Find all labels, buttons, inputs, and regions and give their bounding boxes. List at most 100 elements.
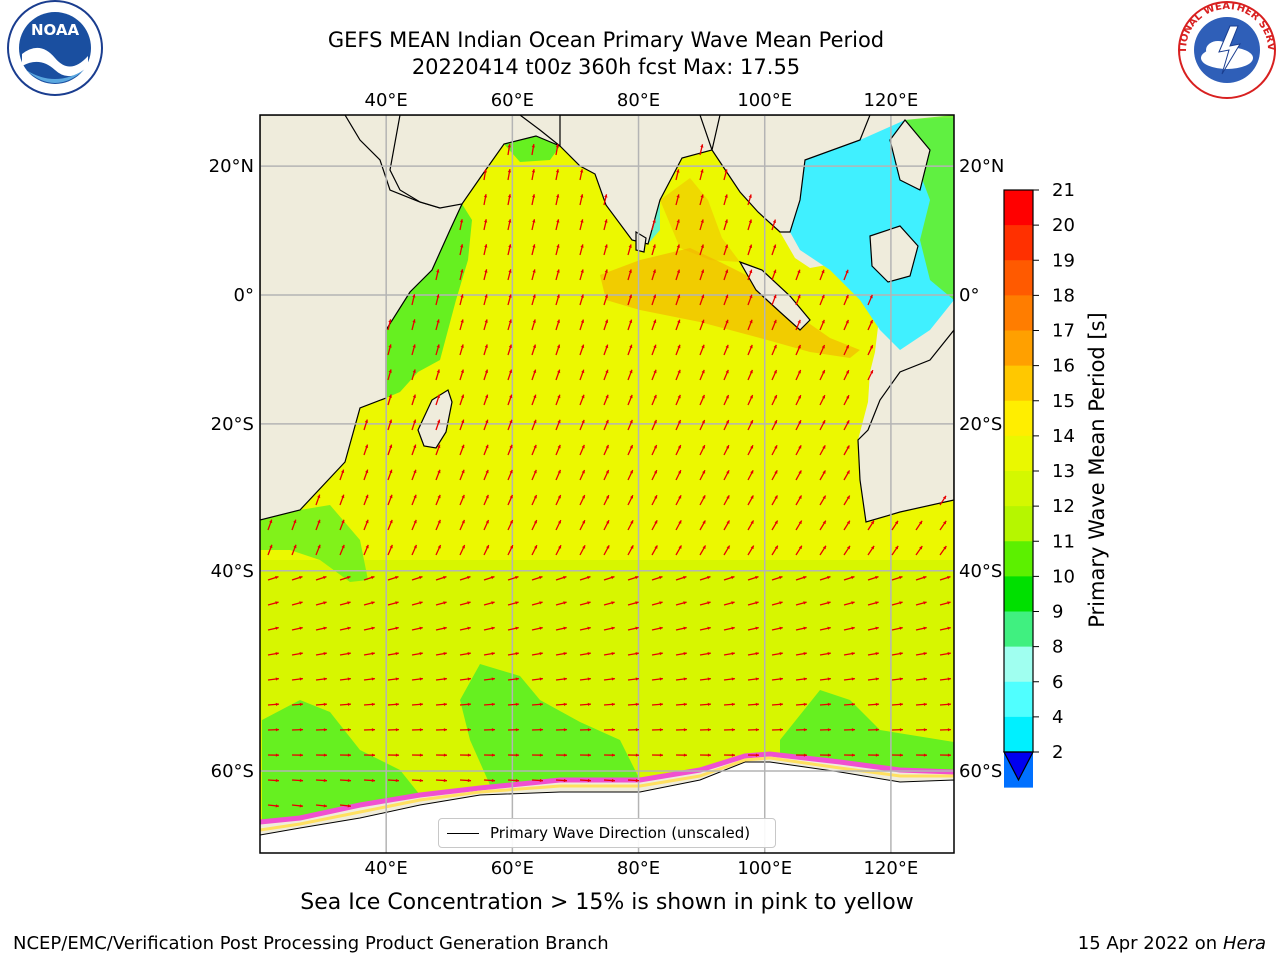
wave-arrowhead <box>611 728 615 732</box>
wave-arrowhead <box>630 545 634 549</box>
wave-arrowhead <box>797 294 801 299</box>
wave-arrowhead <box>515 702 519 707</box>
map-frame <box>259 114 955 854</box>
wave-arrowhead <box>875 702 879 707</box>
wave-arrowhead <box>701 394 705 399</box>
wave-arrowhead <box>508 319 512 323</box>
lat-tick-label: 20°S <box>211 414 254 435</box>
wave-arrowhead <box>443 728 447 732</box>
wave-arrowhead <box>419 677 423 681</box>
wave-arrowhead <box>654 545 658 549</box>
wave-arrowhead <box>347 702 351 707</box>
wave-arrowhead <box>798 545 802 550</box>
wave-arrowhead <box>299 778 303 783</box>
wave-arrowhead <box>652 244 656 248</box>
wave-arrowhead <box>437 519 441 524</box>
wave-arrowhead <box>726 495 730 499</box>
wave-arrowhead <box>323 753 327 757</box>
wave-arrowhead <box>275 575 279 580</box>
wave-arrowhead <box>581 344 585 349</box>
wave-arrowhead <box>532 294 536 298</box>
colorbar-tick-label: 15 <box>1052 391 1075 412</box>
wave-arrowhead <box>635 728 639 732</box>
wave-arrowhead <box>365 519 369 524</box>
wave-arrowhead <box>509 444 513 449</box>
wave-arrowhead <box>467 677 471 681</box>
wave-arrowhead <box>389 469 393 474</box>
wave-arrowhead <box>923 651 927 656</box>
wave-arrowhead <box>579 169 584 173</box>
wave-arrowhead <box>275 601 279 605</box>
wave-arrowhead <box>947 651 951 656</box>
wave-arrowhead <box>293 544 297 549</box>
wave-arrowhead <box>508 269 512 273</box>
wave-arrowhead <box>508 344 512 348</box>
wave-arrowhead <box>846 495 850 500</box>
wave-arrowhead <box>869 294 873 299</box>
wave-arrowhead <box>899 651 903 656</box>
wave-arrowhead <box>822 495 826 500</box>
wave-arrowhead <box>606 520 610 524</box>
wave-arrowhead <box>556 244 560 248</box>
wave-arrowhead <box>580 219 584 223</box>
legend-line-marker <box>447 832 479 834</box>
wave-arrowhead <box>580 269 584 273</box>
wave-arrowhead <box>419 778 423 783</box>
wave-arrowhead <box>659 702 663 707</box>
wave-arrowhead <box>347 651 351 656</box>
wave-arrowhead <box>293 519 297 524</box>
wave-arrowhead <box>563 677 567 681</box>
wave-arrowhead <box>581 369 585 374</box>
wave-arrowhead <box>388 419 393 423</box>
wave-arrowhead <box>485 545 489 549</box>
wave-arrowhead <box>750 520 754 524</box>
wave-arrowhead <box>773 269 777 274</box>
southern-green-patch-3 <box>780 690 954 772</box>
lon-tick-label: 60°E <box>491 90 534 111</box>
wave-arrowhead <box>797 370 801 374</box>
wave-arrowhead <box>774 495 778 499</box>
philippines-area <box>889 119 931 191</box>
wave-arrowhead <box>750 445 754 449</box>
wave-arrowhead <box>731 702 735 707</box>
wave-arrowhead <box>635 575 639 580</box>
wave-arrowhead <box>822 545 826 550</box>
wave-arrowhead <box>459 219 464 223</box>
wave-arrowhead <box>531 194 536 198</box>
wave-arrowhead <box>611 753 615 757</box>
wave-arrowhead <box>388 319 392 323</box>
wave-arrowhead <box>371 778 375 783</box>
wave-arrowhead <box>347 753 351 757</box>
wave-arrowhead <box>533 494 537 499</box>
colorbar-segment <box>1004 646 1033 683</box>
wave-arrowhead <box>491 626 495 630</box>
wave-arrowhead <box>731 677 735 681</box>
wave-arrowhead <box>443 778 447 783</box>
wave-arrowhead <box>604 294 608 298</box>
wave-arrowhead <box>725 420 729 424</box>
wave-arrowhead <box>484 244 488 248</box>
wave-arrowhead <box>539 601 543 605</box>
wave-arrowhead <box>582 545 586 549</box>
wave-arrowhead <box>629 470 633 474</box>
wave-arrowhead <box>726 520 730 524</box>
wave-arrowhead <box>412 369 416 373</box>
wave-arrowhead <box>347 601 351 605</box>
southern-ocean-band <box>260 560 954 822</box>
lat-tick-label: 60°S <box>211 761 254 782</box>
australia-landmass <box>857 329 954 523</box>
wave-arrowhead <box>846 470 850 474</box>
wave-arrowhead <box>509 545 513 549</box>
lon-tick-label: 120°E <box>864 90 919 111</box>
wave-arrowhead <box>846 420 850 424</box>
wave-arrowhead <box>491 575 495 580</box>
wave-arrowhead <box>774 520 778 525</box>
wave-arrowhead <box>845 319 849 324</box>
wave-arrowhead <box>827 575 831 580</box>
wave-arrowhead <box>437 544 441 549</box>
wave-arrowhead <box>605 495 609 499</box>
wave-arrowhead <box>341 544 345 549</box>
wave-arrowhead <box>443 702 447 707</box>
wave-arrowhead <box>507 194 512 198</box>
